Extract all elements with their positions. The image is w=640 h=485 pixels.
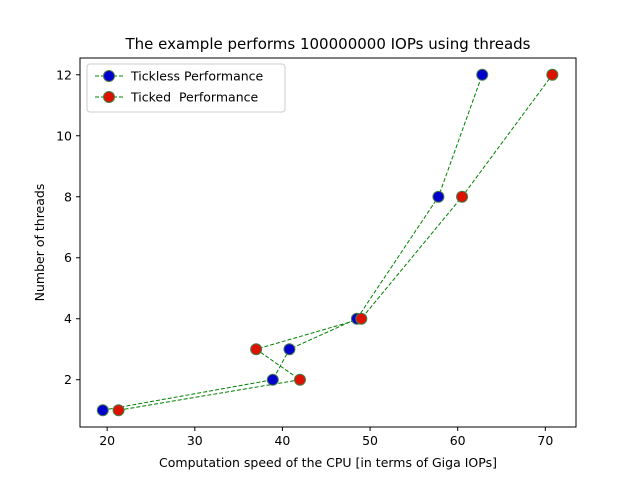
data-point-ticked [293,373,306,386]
legend-frame [86,63,286,113]
y-axis-label: Number of threads [32,184,47,302]
y-tick-label: 12 [56,67,72,82]
y-tick-label: 6 [64,250,72,265]
x-tick-label: 20 [99,433,115,448]
data-point-tickless [283,343,296,356]
x-tick-label: 40 [274,433,290,448]
legend: Tickless Performance Ticked Performance [86,63,286,113]
plot-area: 20 30 40 50 60 70 2 4 6 8 10 12 [56,57,577,448]
data-point-ticked [456,190,469,203]
legend-entry-tickless: Tickless Performance [95,69,264,84]
legend-marker-ticked [103,91,115,103]
series-layer [96,68,559,417]
x-tick-label: 70 [537,433,553,448]
x-axis: 20 30 40 50 60 70 [99,427,553,448]
data-point-ticked [250,343,263,356]
data-point-tickless [476,68,489,81]
chart-title: The example performs 100000000 IOPs usin… [125,35,531,53]
legend-entry-ticked: Ticked Performance [95,90,258,105]
data-point-ticked [112,404,125,417]
data-point-tickless [432,190,445,203]
y-axis: 2 4 6 8 10 12 [56,67,80,387]
legend-marker-tickless [103,70,115,82]
x-tick-label: 60 [450,433,466,448]
plot-frame [79,57,577,428]
x-axis-label: Computation speed of the CPU [in terms o… [159,455,497,470]
data-point-tickless [96,404,109,417]
x-tick-label: 30 [187,433,203,448]
data-point-tickless [266,373,279,386]
legend-label-tickless: Tickless Performance [130,69,264,84]
legend-label-ticked: Ticked Performance [130,90,258,105]
y-tick-label: 10 [56,128,72,143]
data-point-ticked [546,68,559,81]
y-tick-label: 4 [64,311,72,326]
x-tick-label: 50 [362,433,378,448]
y-tick-label: 2 [64,372,72,387]
y-tick-label: 8 [64,189,72,204]
data-point-ticked [355,312,368,325]
